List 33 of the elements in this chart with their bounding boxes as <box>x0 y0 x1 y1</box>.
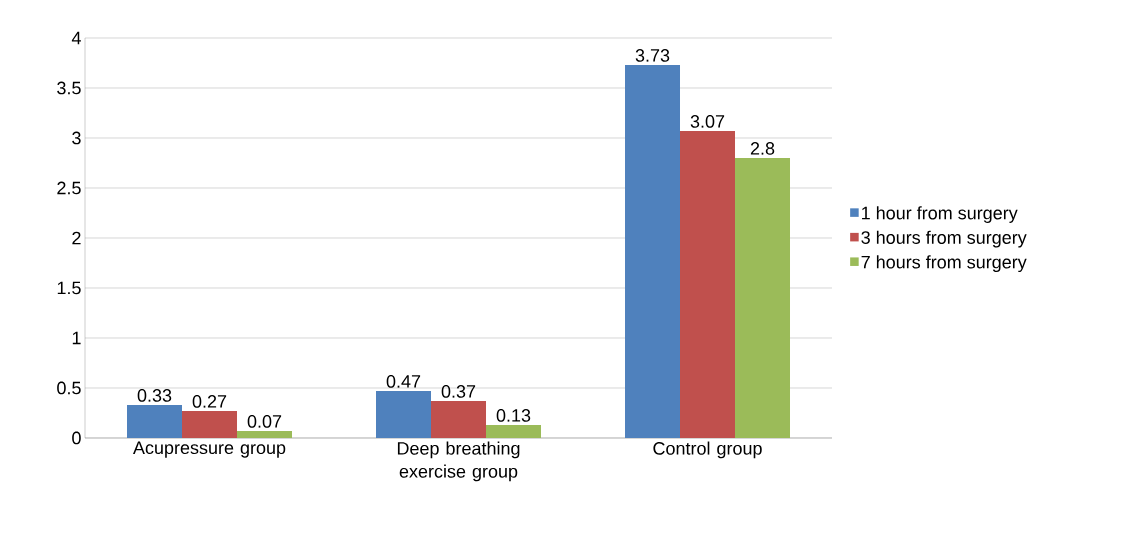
y-tick-label: 2.5 <box>57 181 81 195</box>
legend-label: 7 hours from surgery <box>861 255 1027 273</box>
bar <box>376 391 432 438</box>
data-label: 0.37 <box>441 385 476 398</box>
data-label: 2.8 <box>750 142 775 155</box>
y-tick-label: 4 <box>71 31 81 45</box>
data-label: 0.33 <box>137 389 172 402</box>
y-tick-label: 0 <box>72 431 81 445</box>
bar <box>237 431 292 438</box>
y-tick-label: 0.5 <box>57 381 81 395</box>
y-tick-label: 1.5 <box>57 281 81 295</box>
bar <box>680 131 736 438</box>
bar <box>735 158 791 438</box>
bar <box>625 65 681 438</box>
y-tick-label: 3.5 <box>57 81 81 95</box>
x-tick-label: Control group <box>653 441 762 459</box>
data-label: 0.07 <box>247 415 282 428</box>
data-label: 0.27 <box>192 395 227 408</box>
bar <box>127 405 182 438</box>
data-label: 3.07 <box>690 115 725 128</box>
data-label: 0.13 <box>496 409 531 422</box>
bar <box>486 425 542 438</box>
x-tick-label: Acupressure group <box>132 441 286 458</box>
y-tick-label: 1 <box>72 331 81 345</box>
bar <box>431 401 486 438</box>
legend-label: 3 hours from surgery <box>861 230 1027 248</box>
legend-label: 1 hour from surgery <box>862 206 1018 223</box>
y-tick-label: 2 <box>72 231 81 245</box>
data-label: 0.47 <box>386 375 421 388</box>
bar <box>182 411 237 438</box>
x-tick-label: Deep breathing exercise group <box>397 441 520 482</box>
data-label: 3.73 <box>635 49 670 62</box>
y-tick-label: 3 <box>72 131 81 145</box>
